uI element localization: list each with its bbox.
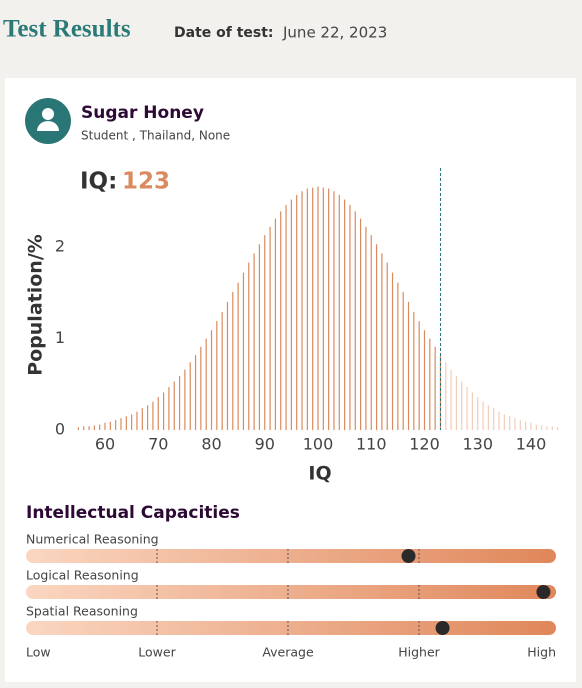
scale-label: Lower — [138, 645, 176, 660]
scale-label: High — [527, 645, 556, 660]
user-details: Student , Thailand, None — [81, 129, 230, 143]
x-tick-label: 60 — [95, 435, 115, 454]
x-tick-label: 140 — [516, 435, 547, 454]
date-label: Date of test: — [174, 25, 274, 41]
page-title: Test Results — [3, 16, 131, 43]
y-tick-label: 1 — [55, 328, 65, 347]
capacity-name: Numerical Reasoning — [26, 532, 159, 547]
y-tick-label: 0 — [55, 420, 65, 439]
x-tick-label: 70 — [148, 435, 168, 454]
x-tick-label: 120 — [409, 435, 440, 454]
score-label: IQ: — [80, 169, 117, 195]
x-tick-label: 90 — [255, 435, 275, 454]
x-tick-label: 130 — [462, 435, 493, 454]
avatar-body — [37, 121, 59, 131]
y-tick-label: 2 — [55, 237, 65, 256]
x-tick-label: 100 — [303, 435, 334, 454]
capacity-dot — [536, 585, 551, 599]
card — [5, 78, 576, 682]
capacity-dot — [435, 621, 450, 635]
score-value: 123 — [122, 169, 170, 195]
capacity-track — [26, 585, 556, 599]
capacity-name: Logical Reasoning — [26, 568, 139, 583]
capacity-track — [26, 549, 556, 563]
y-axis-label: Population/% — [25, 234, 47, 376]
x-tick-label: 110 — [356, 435, 387, 454]
x-axis-label: IQ — [308, 463, 331, 485]
x-tick-label: 80 — [201, 435, 221, 454]
user-name: Sugar Honey — [81, 103, 204, 123]
scale-label: Average — [262, 645, 314, 660]
capacity-name: Spatial Reasoning — [26, 604, 138, 619]
capacity-dot — [401, 549, 416, 563]
capacities-title: Intellectual Capacities — [26, 503, 240, 523]
avatar-head — [42, 108, 54, 120]
date: June 22, 2023 — [282, 24, 387, 42]
scale-label: Low — [26, 645, 51, 660]
capacity-track — [26, 621, 556, 635]
scale-label: Higher — [398, 645, 440, 660]
